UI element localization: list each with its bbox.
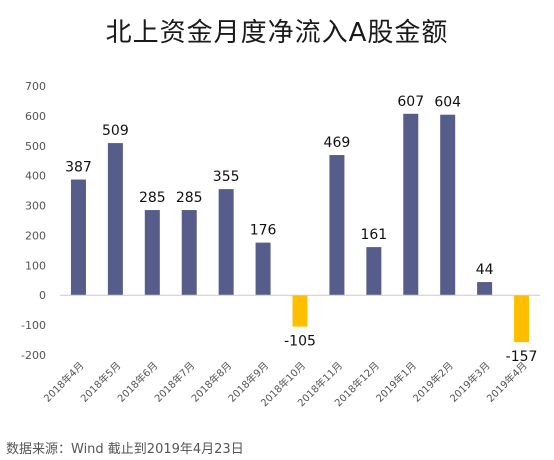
y-tick-label: 700 xyxy=(25,80,46,93)
bar xyxy=(514,295,530,343)
data-label: 355 xyxy=(213,169,240,185)
y-tick-label: -100 xyxy=(21,319,46,332)
bar xyxy=(181,210,197,296)
bar-chart: -200 -100 0 100 200 300 400 500 600 700 387 509 285… xyxy=(21,80,540,409)
bar xyxy=(255,242,271,296)
data-label: -105 xyxy=(284,334,316,350)
bars xyxy=(70,113,530,343)
bar xyxy=(107,143,123,296)
data-label: 161 xyxy=(360,227,387,243)
data-label: 509 xyxy=(102,123,129,139)
y-tick-label: 500 xyxy=(25,140,46,153)
data-label: -157 xyxy=(506,349,538,365)
bar xyxy=(70,179,86,296)
x-tick-label: 2019年4月 xyxy=(484,359,530,405)
data-label: 604 xyxy=(434,95,461,111)
data-label: 285 xyxy=(176,190,203,206)
y-tick-label: 100 xyxy=(25,259,46,272)
bar xyxy=(218,189,234,296)
bar xyxy=(144,210,160,296)
bar xyxy=(292,295,308,327)
bar xyxy=(366,247,382,296)
chart-title: 北上资金月度净流入A股金额 xyxy=(105,18,449,48)
bar xyxy=(440,114,456,296)
bar xyxy=(329,155,345,296)
data-label: 387 xyxy=(65,160,92,176)
data-label: 469 xyxy=(324,135,351,151)
data-source-note: 数据来源：Wind 截止到2019年4月23日 xyxy=(6,442,244,457)
data-label: 44 xyxy=(476,262,494,278)
y-tick-label: 300 xyxy=(25,200,46,213)
y-tick-label: 0 xyxy=(39,289,46,302)
x-axis: 2018年4月2018年5月2018年6月2018年7月2018年8月2018年… xyxy=(41,359,530,409)
data-label: 607 xyxy=(397,94,424,110)
data-label: 285 xyxy=(139,190,166,206)
y-tick-label: 200 xyxy=(25,229,46,242)
y-tick-label: 600 xyxy=(25,110,46,123)
y-tick-label: 400 xyxy=(25,170,46,183)
data-labels: 387 509 285 285 355 176 -105 469 161 607 604 44 -157 xyxy=(65,94,537,365)
y-axis: -200 -100 0 100 200 300 400 500 600 700 xyxy=(21,80,46,362)
bar xyxy=(477,282,493,296)
y-tick-label: -200 xyxy=(21,349,46,362)
data-label: 176 xyxy=(250,223,277,239)
bar xyxy=(403,113,419,296)
